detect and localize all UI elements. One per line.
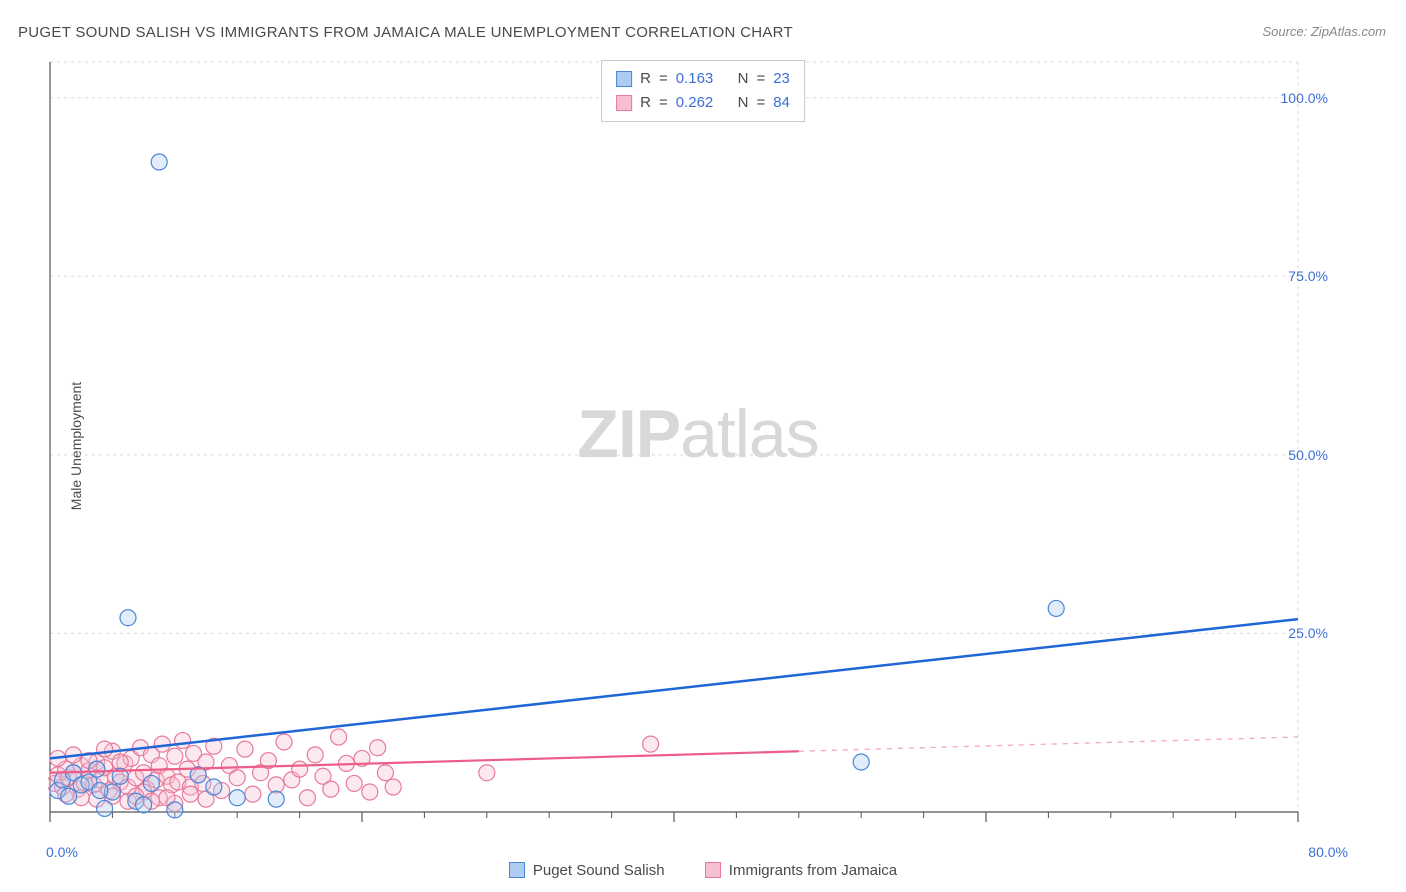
r-label: R: [640, 91, 651, 115]
r-value-blue: 0.163: [676, 67, 714, 91]
scatter-chart: [48, 60, 1348, 840]
x-axis-max: 80.0%: [1308, 844, 1348, 860]
eq: =: [756, 91, 765, 115]
swatch-pink: [616, 95, 632, 111]
n-value-pink: 84: [773, 91, 790, 115]
n-value-blue: 23: [773, 67, 790, 91]
n-label: N: [738, 91, 749, 115]
series-label-pink: Immigrants from Jamaica: [729, 862, 897, 879]
legend-series: Puget Sound Salish Immigrants from Jamai…: [0, 862, 1406, 883]
swatch-blue: [616, 71, 632, 87]
swatch-pink: [705, 862, 721, 878]
swatch-blue: [509, 862, 525, 878]
eq: =: [756, 67, 765, 91]
y-tick-label: 75.0%: [1288, 268, 1328, 284]
legend-row-blue: R = 0.163 N = 23: [616, 67, 790, 91]
legend-correlation: R = 0.163 N = 23 R = 0.262 N = 84: [601, 60, 805, 122]
eq: =: [659, 67, 668, 91]
chart-title: PUGET SOUND SALISH VS IMMIGRANTS FROM JA…: [18, 24, 793, 41]
n-label: N: [738, 67, 749, 91]
y-tick-label: 100.0%: [1281, 90, 1328, 106]
r-value-pink: 0.262: [676, 91, 714, 115]
y-tick-label: 50.0%: [1288, 447, 1328, 463]
eq: =: [659, 91, 668, 115]
r-label: R: [640, 67, 651, 91]
legend-item-pink: Immigrants from Jamaica: [705, 862, 897, 879]
x-axis-origin: 0.0%: [46, 844, 78, 860]
plot-area: ZIPatlas 25.0%50.0%75.0%100.0%: [48, 60, 1348, 840]
source-attribution: Source: ZipAtlas.com: [1262, 24, 1386, 39]
legend-item-blue: Puget Sound Salish: [509, 862, 665, 879]
legend-row-pink: R = 0.262 N = 84: [616, 91, 790, 115]
series-label-blue: Puget Sound Salish: [533, 862, 665, 879]
y-tick-label: 25.0%: [1288, 625, 1328, 641]
